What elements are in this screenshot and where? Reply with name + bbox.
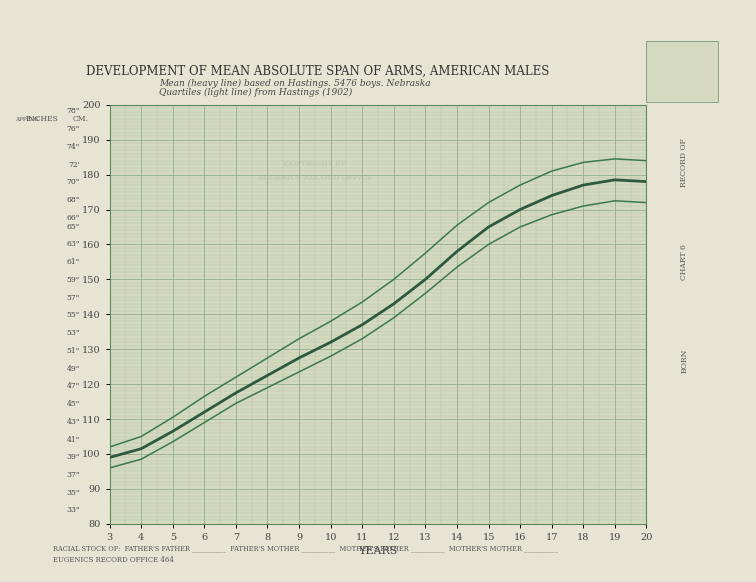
Text: 51": 51" xyxy=(67,347,80,355)
Text: DEVELOPMENT OF MEAN ABSOLUTE SPAN OF ARMS, AMERICAN MALES: DEVELOPMENT OF MEAN ABSOLUTE SPAN OF ARM… xyxy=(86,65,549,77)
Text: 66": 66" xyxy=(67,214,80,222)
Text: 47": 47" xyxy=(67,382,80,391)
Text: INCHES: INCHES xyxy=(25,115,58,123)
Text: 35": 35" xyxy=(67,489,80,496)
Text: RACIAL STOCK OF:  FATHER'S FATHER __________  FATHER'S MOTHER __________  MOTHER: RACIAL STOCK OF: FATHER'S FATHER _______… xyxy=(53,544,558,552)
Text: 68": 68" xyxy=(67,196,80,204)
Text: 70": 70" xyxy=(67,178,80,186)
Text: RECORD OF: RECORD OF xyxy=(680,139,688,187)
Text: 65": 65" xyxy=(67,223,80,230)
Text: BORN: BORN xyxy=(680,349,688,373)
Text: 33": 33" xyxy=(67,506,80,514)
Text: EUGENICS RECORD OFFICE 464: EUGENICS RECORD OFFICE 464 xyxy=(53,556,174,564)
Text: Quartiles (light line) from Hastings (1902): Quartiles (light line) from Hastings (19… xyxy=(159,87,352,97)
Text: 37": 37" xyxy=(67,471,80,479)
Text: 55": 55" xyxy=(67,311,80,320)
Text: 59": 59" xyxy=(67,276,80,284)
Text: Mean (heavy line) based on Hastings. 5476 boys. Nebraska: Mean (heavy line) based on Hastings. 547… xyxy=(159,79,430,88)
Text: 43": 43" xyxy=(67,418,80,426)
Text: EUGENICS RECORD OFFICE: EUGENICS RECORD OFFICE xyxy=(257,174,373,182)
Text: 63": 63" xyxy=(67,240,80,249)
Text: CHART 6: CHART 6 xyxy=(680,244,688,280)
Text: 57": 57" xyxy=(67,293,80,301)
Text: 72': 72' xyxy=(68,161,80,169)
Text: 49": 49" xyxy=(67,364,80,372)
X-axis label: YEARS: YEARS xyxy=(358,546,398,556)
Text: 78": 78" xyxy=(67,107,80,115)
Text: CM.: CM. xyxy=(73,115,88,123)
Text: 61": 61" xyxy=(67,258,80,266)
Text: 41": 41" xyxy=(67,435,80,443)
Text: 76": 76" xyxy=(67,125,80,133)
Text: COPYRIGHT BY: COPYRIGHT BY xyxy=(284,160,345,168)
Text: 74": 74" xyxy=(67,143,80,151)
Text: 53": 53" xyxy=(67,329,80,337)
Text: APPROX: APPROX xyxy=(14,117,39,122)
Text: 39": 39" xyxy=(67,453,80,462)
Text: 45": 45" xyxy=(67,400,80,408)
